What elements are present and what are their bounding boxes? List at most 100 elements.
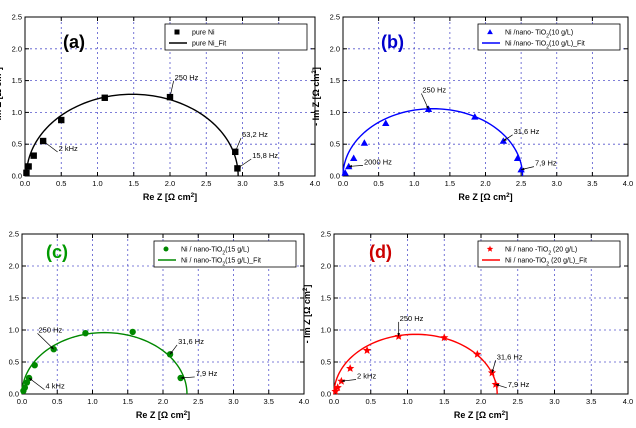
panel-label: (c) bbox=[46, 242, 68, 262]
legend-marker bbox=[487, 29, 493, 35]
legend: Ni / nano-TiO2(15 g/L)Ni / nano-TiO2(15 … bbox=[153, 240, 297, 268]
y-tick-label: 1.5 bbox=[12, 76, 22, 85]
data-point bbox=[362, 346, 372, 354]
x-tick-label: 0.0 bbox=[338, 179, 348, 188]
frequency-annotation: 2000 Hz bbox=[364, 157, 392, 166]
data-point bbox=[360, 139, 369, 146]
annotation-arrow bbox=[28, 377, 45, 390]
data-point bbox=[101, 94, 108, 101]
panel-label: (b) bbox=[381, 32, 404, 52]
x-tick-label: 0.0 bbox=[17, 397, 27, 406]
frequency-annotation: 250 Hz bbox=[400, 314, 424, 323]
x-tick-label: 1.5 bbox=[445, 179, 455, 188]
annotation-arrowhead bbox=[169, 93, 173, 98]
annotation-arrowhead bbox=[170, 350, 174, 355]
x-tick-label: 3.0 bbox=[228, 397, 238, 406]
panel-d: 0.0 0.5 1.0 1.5 2.0 2.5 3.0 3.5 4.0 0.0 0.5 1.0 1.5 2… bbox=[302, 230, 634, 421]
data-point bbox=[341, 169, 349, 176]
data-point bbox=[491, 380, 500, 388]
x-tick-label: 1.0 bbox=[92, 179, 102, 188]
y-tick-label: 0.5 bbox=[321, 358, 331, 367]
x-tick-label: 3.5 bbox=[274, 179, 284, 188]
frequency-annotation: 250 Hz bbox=[175, 73, 199, 82]
y-tick-label: 0.0 bbox=[330, 172, 340, 181]
y-tick-label: 2.5 bbox=[321, 230, 331, 239]
annotation-arrowhead bbox=[43, 141, 47, 145]
y-tick-label: 2.0 bbox=[321, 262, 331, 271]
data-point bbox=[129, 328, 136, 336]
data-point bbox=[473, 350, 482, 358]
fit-curve bbox=[342, 107, 524, 177]
frequency-annotation: 15,8 Hz bbox=[252, 151, 278, 160]
annotation-arrowhead bbox=[237, 165, 241, 169]
x-tick-label: 3.5 bbox=[587, 179, 597, 188]
x-tick-label: 4.0 bbox=[623, 397, 633, 406]
data-point bbox=[58, 116, 65, 124]
annotation-arrowhead bbox=[397, 333, 401, 337]
annotation-arrowhead bbox=[503, 138, 507, 142]
annotation-arrowhead bbox=[348, 164, 353, 168]
x-tick-label: 3.5 bbox=[264, 397, 274, 406]
x-tick-label: 0.0 bbox=[329, 397, 339, 406]
y-tick-label: 1.5 bbox=[321, 294, 331, 303]
annotation-arrowhead bbox=[180, 376, 184, 380]
fit-curve bbox=[25, 93, 239, 177]
x-tick-label: 2.5 bbox=[201, 179, 211, 188]
x-tick-label: 2.5 bbox=[513, 397, 523, 406]
legend-entry: Ni /nano- TiO2(10 g/L)_Fit bbox=[505, 41, 585, 51]
y-tick-label: 1.0 bbox=[321, 326, 331, 335]
annotation-arrowhead bbox=[491, 369, 495, 373]
data-point bbox=[350, 154, 358, 161]
frequency-annotation: 31,6 Hz bbox=[178, 337, 204, 346]
x-tick-label: 1.0 bbox=[402, 397, 412, 406]
y-tick-label: 0.0 bbox=[321, 390, 331, 399]
x-tick-label: 2.0 bbox=[165, 179, 175, 188]
y-tick-label: 1.5 bbox=[9, 294, 19, 303]
x-tick-label: 1.5 bbox=[123, 397, 133, 406]
x-tick-label: 0.5 bbox=[373, 179, 383, 188]
data-point bbox=[337, 376, 346, 385]
x-tick-label: 2.5 bbox=[193, 397, 203, 406]
legend-box bbox=[477, 23, 621, 51]
data-point bbox=[82, 330, 89, 337]
annotation-arrowhead bbox=[425, 105, 429, 110]
y-tick-label: 0.0 bbox=[9, 390, 19, 399]
x-tick-label: 2.0 bbox=[476, 397, 486, 406]
legend-entry: Ni / nano-TiO2(15 g/L)_Fit bbox=[181, 258, 261, 268]
data-point bbox=[513, 154, 522, 161]
y-tick-label: 2.0 bbox=[9, 262, 19, 271]
x-tick-label: 4.0 bbox=[299, 397, 309, 406]
panel-label: (a) bbox=[63, 32, 85, 52]
panel-a: 0.0 0.5 1.0 1.5 2.0 2.5 3.0 3.5 4.0 0.0 0.5 1.0 1.5 2… bbox=[0, 13, 320, 203]
x-tick-label: 3.0 bbox=[237, 179, 247, 188]
annotation-arrowhead bbox=[341, 379, 345, 383]
panel-c: 0.0 0.5 1.0 1.5 2.0 2.5 3.0 3.5 4.0 0.0 0.5 1.0 1.5 2… bbox=[9, 230, 310, 421]
frequency-annotation: 63,2 Hz bbox=[242, 130, 268, 139]
legend-marker bbox=[174, 29, 180, 35]
data-point bbox=[499, 137, 507, 144]
y-axis-label: - Im Z [Ω cm2] bbox=[0, 67, 3, 126]
y-tick-label: 0.5 bbox=[9, 358, 19, 367]
legend-entry: Ni /nano- TiO2(10 g/L) bbox=[505, 30, 573, 40]
legend-marker bbox=[486, 245, 494, 252]
annotation-arrowhead bbox=[235, 148, 238, 152]
data-point bbox=[23, 169, 30, 177]
annotation-arrowhead bbox=[495, 384, 500, 387]
x-tick-label: 0.5 bbox=[366, 397, 376, 406]
y-tick-label: 2.0 bbox=[330, 44, 340, 53]
legend-box bbox=[153, 240, 297, 268]
frequency-annotation: 250 Hz bbox=[39, 325, 63, 334]
legend-entry: pure Ni bbox=[192, 30, 215, 37]
x-tick-label: 3.0 bbox=[549, 397, 559, 406]
legend-marker bbox=[163, 246, 169, 252]
data-point bbox=[346, 364, 355, 372]
fit-curve bbox=[333, 333, 498, 395]
x-axis-label: Re Z [Ω cm2] bbox=[136, 410, 190, 421]
panel-label: (d) bbox=[369, 242, 392, 262]
x-tick-label: 0.5 bbox=[56, 179, 66, 188]
legend: Ni / nano -TiO2 (20 g/L)Ni / nano-TiO2 (… bbox=[477, 240, 621, 268]
frequency-annotation: 7,9 Hz bbox=[508, 380, 530, 389]
legend-entry: Ni / nano-TiO2(15 g/L) bbox=[181, 247, 249, 257]
y-tick-label: 2.0 bbox=[12, 44, 22, 53]
